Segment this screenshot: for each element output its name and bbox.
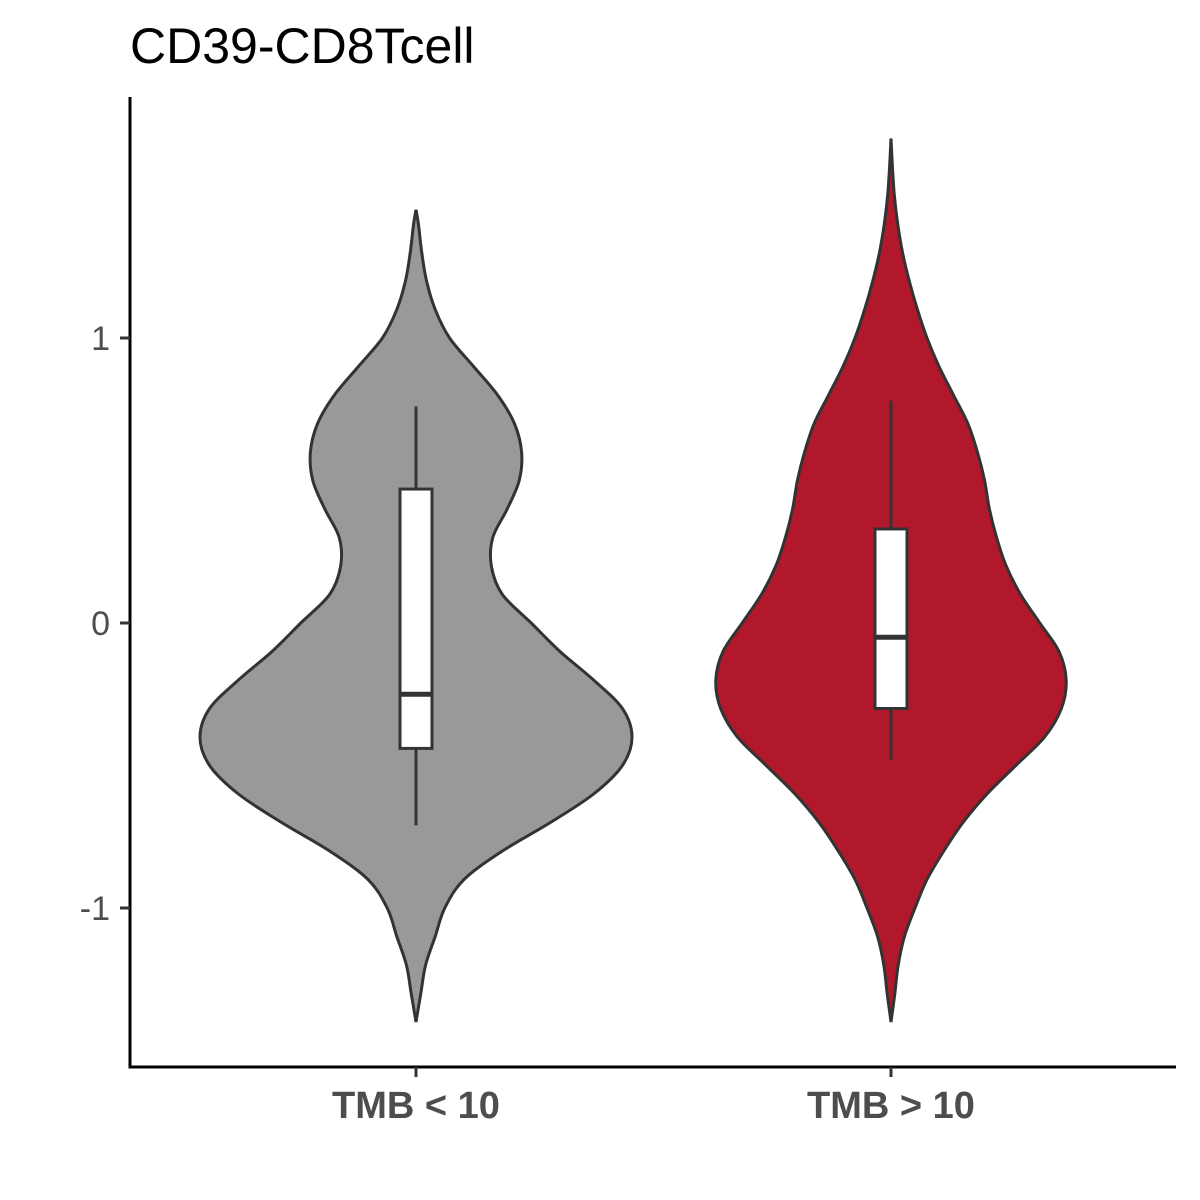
y-tick-label: 1 <box>91 320 110 358</box>
boxplots-layer <box>398 400 909 826</box>
y-axis-ticks: -1 0 1 <box>80 320 130 928</box>
y-tick-label: -1 <box>80 890 110 928</box>
box-2 <box>873 527 909 711</box>
x-tick-label: TMB < 10 <box>332 1085 500 1127</box>
y-tick-label: 0 <box>91 605 110 643</box>
box-1 <box>398 487 434 750</box>
x-tick-label: TMB > 10 <box>807 1085 975 1127</box>
x-axis-ticks: TMB < 10 TMB > 10 <box>332 1067 975 1127</box>
chart-title: CD39-CD8Tcell <box>130 18 475 74</box>
violins-layer <box>198 138 1068 1023</box>
